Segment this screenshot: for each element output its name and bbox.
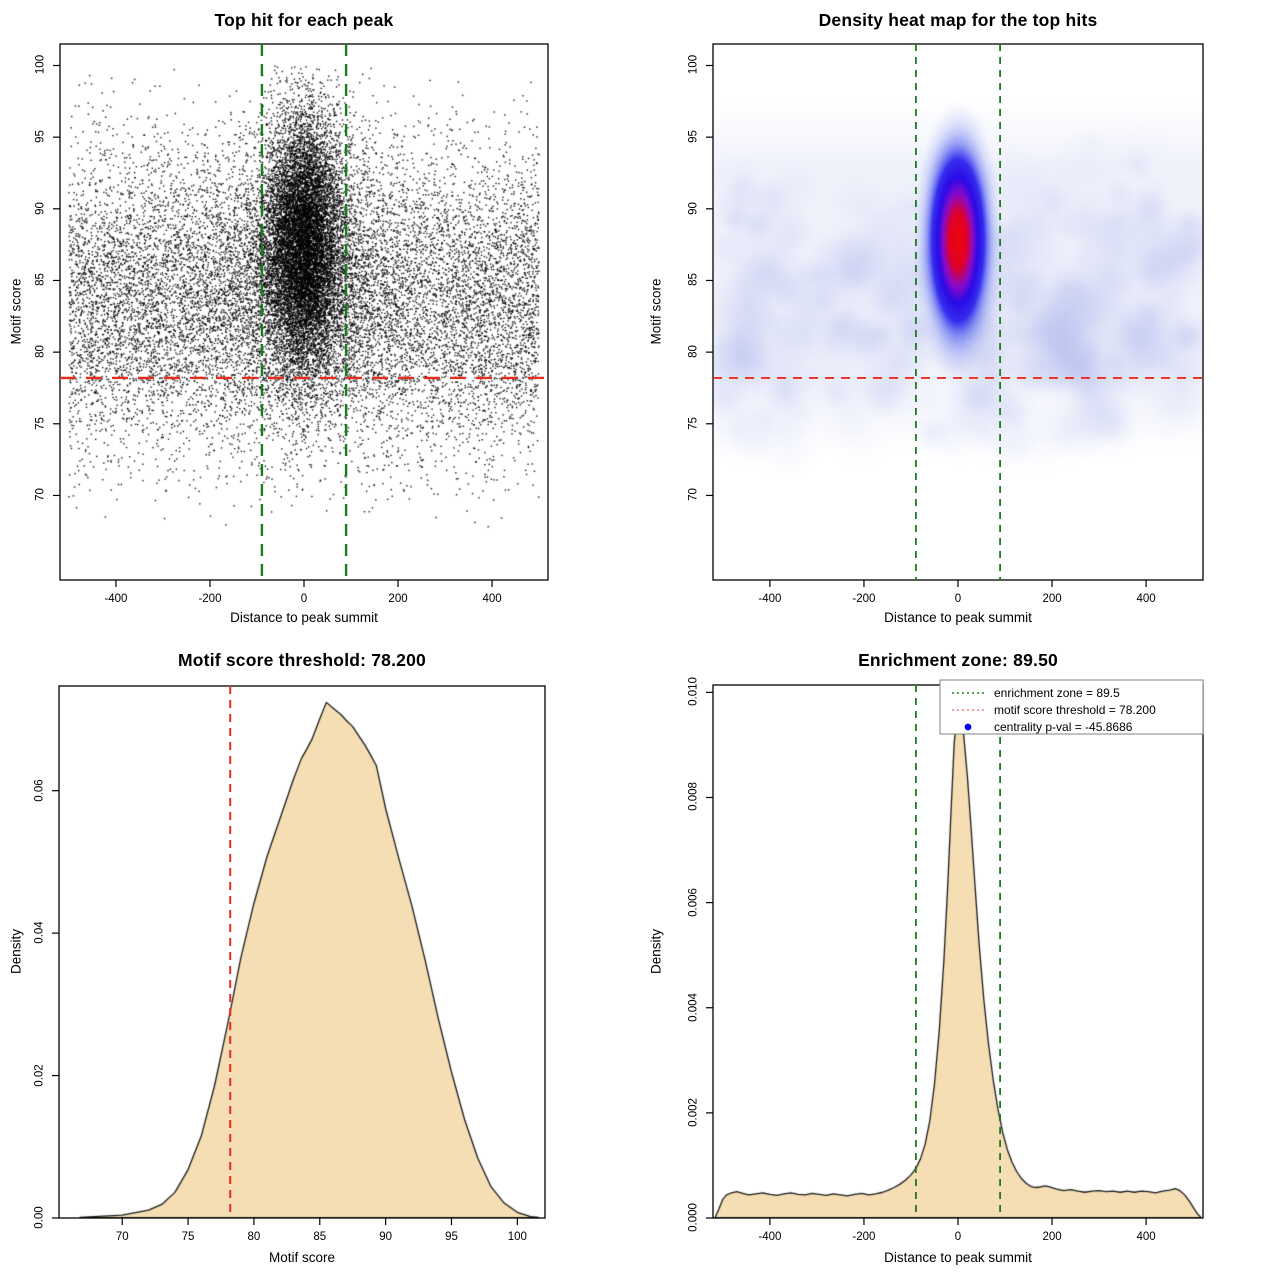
x-tick-label: 400 bbox=[1136, 593, 1156, 605]
y-tick-label: 75 bbox=[34, 416, 47, 430]
panel-title: Motif score threshold: 78.200 bbox=[178, 650, 426, 670]
heatmap-axes-overlay bbox=[706, 43, 1204, 587]
y-tick-label: 100 bbox=[687, 55, 700, 75]
x-tick-label: -200 bbox=[198, 593, 222, 605]
x-tick-label: 200 bbox=[1042, 1231, 1062, 1243]
y-tick-label: 0.006 bbox=[687, 887, 700, 917]
x-tick-label: -200 bbox=[852, 1231, 876, 1243]
x-tick-label: 95 bbox=[445, 1231, 458, 1243]
x-axis-label: Distance to peak summit bbox=[884, 610, 1032, 625]
y-tick-label: 80 bbox=[34, 345, 47, 359]
y-tick-label: 100 bbox=[34, 55, 47, 75]
y-axis-label: Motif score bbox=[648, 278, 664, 345]
legend-item-motif-score-threshold: motif score threshold = 78.200 bbox=[994, 703, 1156, 717]
y-tick-label: 0.04 bbox=[33, 921, 46, 944]
y-tick-label: 95 bbox=[34, 130, 47, 144]
panel-distance-density: Enrichment zone: 89.50 Distance to peak … bbox=[640, 640, 1280, 1280]
y-axis-label: Density bbox=[8, 929, 24, 975]
x-tick-label: 80 bbox=[247, 1231, 261, 1243]
legend-swatch-dot bbox=[964, 723, 972, 731]
distance-density-canvas bbox=[640, 640, 1280, 1280]
y-tick-label: 80 bbox=[687, 345, 700, 359]
panel-top-hits-scatter: Top hit for each peak Distance to peak s… bbox=[0, 0, 640, 640]
y-tick-label: 85 bbox=[687, 273, 700, 287]
x-tick-label: 70 bbox=[115, 1231, 129, 1243]
y-tick-label: 0.004 bbox=[687, 992, 700, 1022]
plot-box bbox=[58, 685, 546, 1219]
x-tick-label: 400 bbox=[1136, 1231, 1156, 1243]
x-tick-label: 75 bbox=[181, 1231, 195, 1243]
x-tick-label: -400 bbox=[104, 593, 128, 605]
x-tick-label: 200 bbox=[1042, 593, 1062, 605]
y-tick-label: 0.000 bbox=[687, 1203, 700, 1232]
y-tick-label: 0.00 bbox=[33, 1206, 46, 1229]
panel-density-heatmap: Density heat map for the top hits Distan… bbox=[640, 0, 1280, 640]
x-axis-label: Distance to peak summit bbox=[230, 610, 378, 625]
distance-density-axes-overlay bbox=[706, 679, 1204, 1225]
y-axis-label: Motif score bbox=[8, 278, 24, 345]
x-tick-label: 400 bbox=[482, 593, 502, 605]
legend-item-enrichment-zone: enrichment zone = 89.5 bbox=[994, 686, 1120, 700]
y-tick-label: 0.06 bbox=[33, 779, 46, 802]
x-axis-label: Distance to peak summit bbox=[884, 1250, 1032, 1265]
y-axis-label: Density bbox=[648, 929, 664, 975]
x-tick-label: -400 bbox=[758, 593, 782, 605]
y-tick-label: 0.02 bbox=[33, 1063, 46, 1087]
y-tick-label: 75 bbox=[687, 416, 700, 430]
y-tick-label: 70 bbox=[34, 488, 47, 502]
y-tick-label: 90 bbox=[34, 201, 47, 215]
y-tick-label: 85 bbox=[34, 273, 47, 287]
scatter-axes-overlay bbox=[53, 43, 549, 587]
x-axis-label: Motif score bbox=[268, 1250, 336, 1265]
x-tick-label: 0 bbox=[954, 1231, 962, 1243]
x-tick-label: -200 bbox=[852, 593, 876, 605]
plot-box bbox=[712, 43, 1204, 581]
plot-box bbox=[59, 43, 549, 581]
panel-title: Density heat map for the top hits bbox=[818, 10, 1098, 30]
x-tick-label: -400 bbox=[758, 1231, 782, 1243]
y-tick-label: 90 bbox=[687, 201, 700, 215]
x-tick-label: 200 bbox=[388, 593, 408, 605]
plot-box bbox=[712, 684, 1204, 1219]
y-tick-label: 70 bbox=[687, 488, 700, 502]
panel-title: Enrichment zone: 89.50 bbox=[858, 650, 1058, 670]
x-tick-label: 100 bbox=[507, 1231, 527, 1243]
score-density-axes-overlay bbox=[52, 685, 546, 1225]
y-tick-label: 95 bbox=[687, 130, 700, 144]
x-tick-label: 85 bbox=[313, 1231, 327, 1243]
scatter-plot-canvas bbox=[0, 0, 640, 640]
legend-box bbox=[939, 679, 1204, 735]
panel-motif-score-density: Motif score threshold: 78.200 Motif scor… bbox=[0, 640, 640, 1280]
panel-title: Top hit for each peak bbox=[214, 10, 394, 30]
y-tick-label: 0.010 bbox=[687, 677, 700, 707]
y-tick-label: 0.002 bbox=[687, 1097, 700, 1127]
x-tick-label: 0 bbox=[300, 593, 308, 605]
y-tick-label: 0.008 bbox=[687, 782, 700, 812]
x-tick-label: 90 bbox=[379, 1231, 393, 1243]
x-tick-label: 0 bbox=[954, 593, 962, 605]
legend-item-centrality-pval: centrality p-val = -45.8686 bbox=[994, 720, 1133, 734]
heatmap-plot-canvas bbox=[640, 0, 1280, 640]
score-density-canvas bbox=[0, 640, 640, 1280]
